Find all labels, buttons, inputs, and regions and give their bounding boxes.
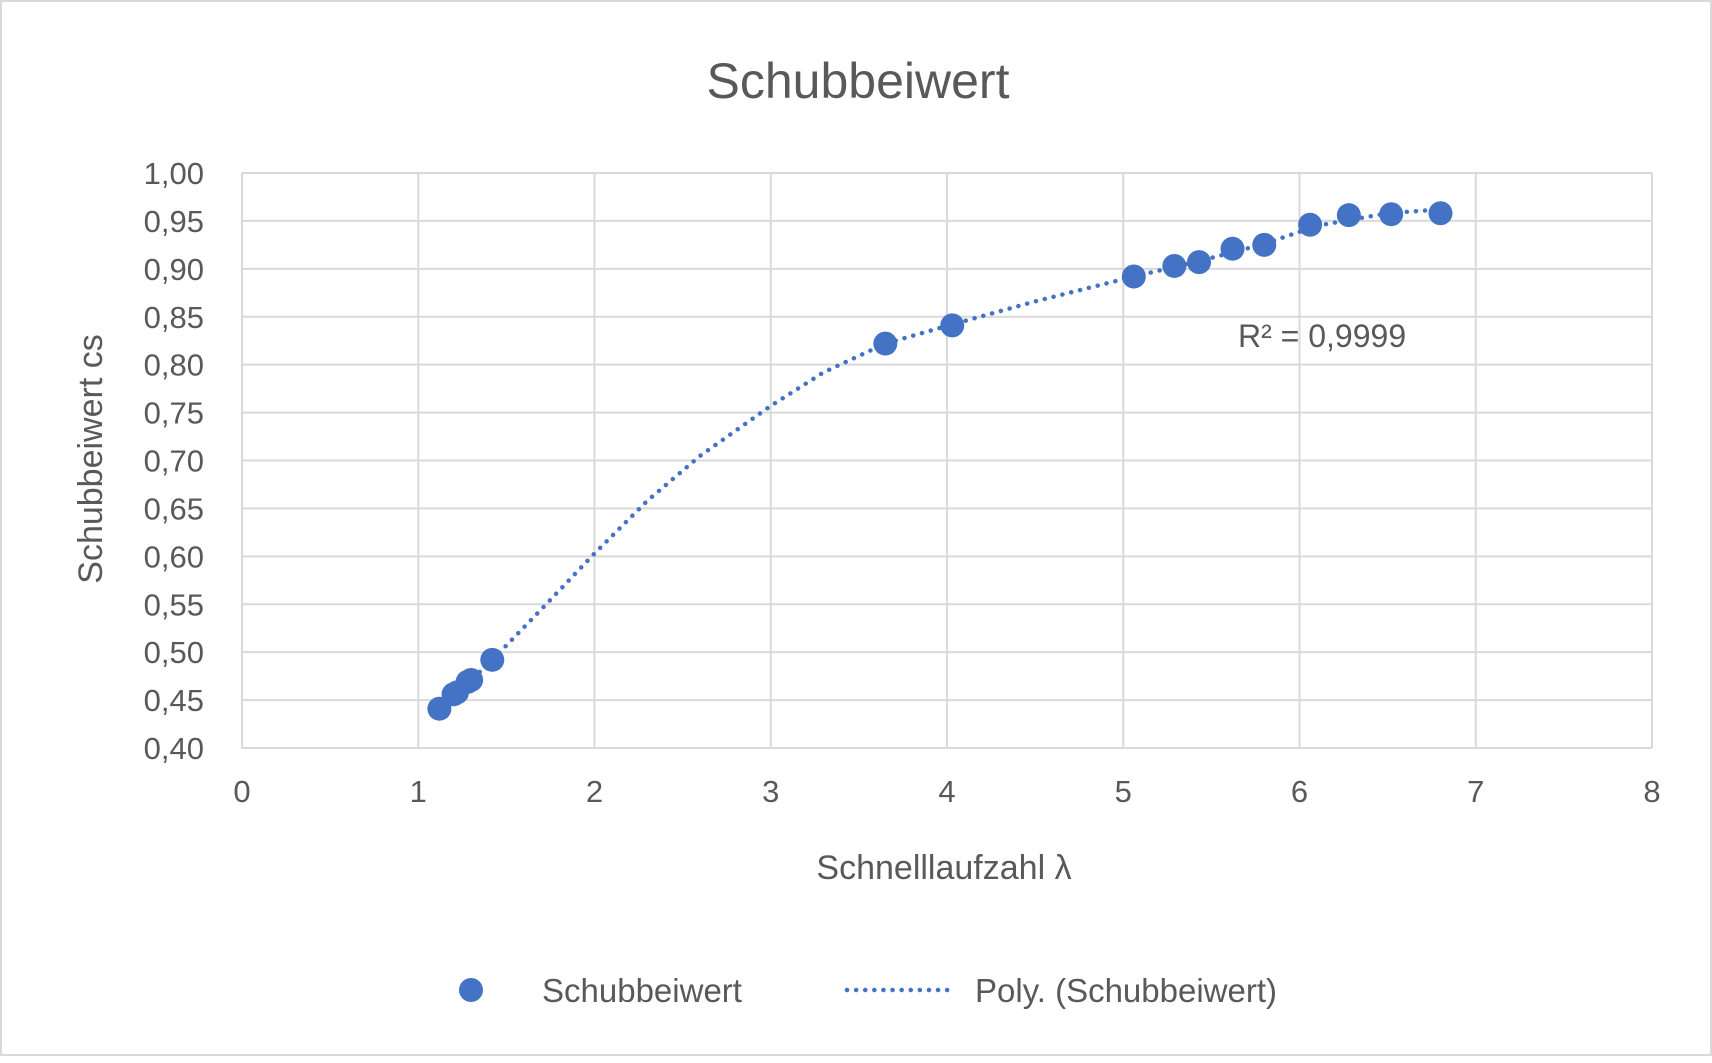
y-tick-label: 0,40 <box>144 731 204 766</box>
x-tick-label: 6 <box>1291 774 1308 809</box>
data-point <box>1252 232 1277 257</box>
data-point <box>1187 250 1212 275</box>
data-point <box>1162 253 1187 278</box>
x-axis-label: Schnelllaufzahl λ <box>816 849 1071 887</box>
x-tick-label: 5 <box>1115 774 1132 809</box>
y-axis-label: Schubbeiwert cs <box>72 334 110 583</box>
y-tick-label: 0,80 <box>144 348 204 383</box>
chart-title: Schubbeiwert <box>707 53 1010 109</box>
data-points <box>427 201 1453 721</box>
y-tick-label: 0,65 <box>144 491 204 526</box>
legend-label-trendline: Poly. (Schubbeiwert) <box>975 972 1277 1009</box>
data-point <box>1336 203 1361 228</box>
y-tick-label: 0,60 <box>144 539 204 574</box>
y-tick-label: 1,00 <box>144 156 204 191</box>
y-tick-label: 0,85 <box>144 300 204 335</box>
data-point <box>940 313 965 338</box>
trendline <box>437 207 1443 711</box>
data-point <box>1220 236 1245 261</box>
y-axis-ticks: 0,40 0,45 0,50 0,55 0,60 0,65 0,70 0,75 0,80 0,85… <box>144 156 204 766</box>
data-point <box>873 331 898 356</box>
data-point <box>1298 212 1323 237</box>
data-point <box>1379 202 1404 227</box>
data-point <box>480 647 505 672</box>
data-point <box>1121 264 1146 289</box>
y-tick-label: 0,45 <box>144 683 204 718</box>
y-tick-label: 0,55 <box>144 587 204 622</box>
legend-marker-schubbeiwert <box>459 978 483 1002</box>
x-axis-ticks: 0 1 2 3 4 5 6 7 8 <box>233 774 1660 809</box>
y-tick-label: 0,90 <box>144 252 204 287</box>
legend: Schubbeiwert Poly. (Schubbeiwert) <box>459 972 1277 1009</box>
data-point <box>459 667 484 692</box>
x-tick-label: 8 <box>1643 774 1660 809</box>
y-tick-label: 0,95 <box>144 204 204 239</box>
legend-label-schubbeiwert: Schubbeiwert <box>542 972 742 1009</box>
x-tick-label: 7 <box>1467 774 1484 809</box>
r-squared-annotation: R² = 0,9999 <box>1238 318 1406 354</box>
x-tick-label: 4 <box>938 774 955 809</box>
x-tick-label: 2 <box>586 774 603 809</box>
y-tick-label: 0,50 <box>144 635 204 670</box>
y-tick-label: 0,75 <box>144 396 204 431</box>
x-tick-label: 1 <box>410 774 427 809</box>
y-tick-label: 0,70 <box>144 444 204 479</box>
grid-layer <box>241 172 1653 749</box>
data-point <box>1428 201 1453 226</box>
x-tick-label: 3 <box>762 774 779 809</box>
x-tick-label: 0 <box>233 774 250 809</box>
